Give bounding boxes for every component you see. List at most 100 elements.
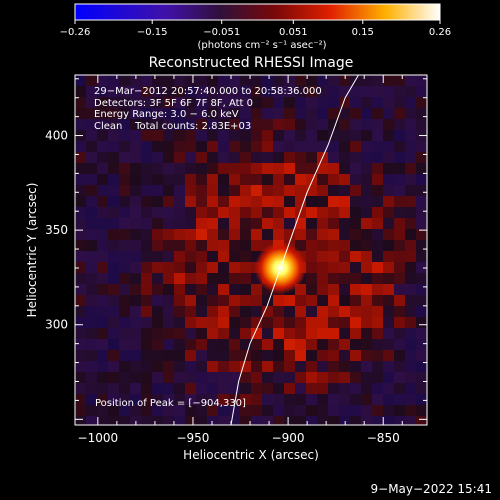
heatmap-cell xyxy=(251,196,262,207)
heatmap-cell xyxy=(383,328,394,339)
heatmap-cell xyxy=(416,229,427,240)
heatmap-cell xyxy=(163,86,174,97)
heatmap-cell xyxy=(350,405,361,416)
heatmap-cell xyxy=(229,317,240,328)
heatmap-cell xyxy=(328,361,339,372)
heatmap-cell xyxy=(251,317,262,328)
heatmap-cell xyxy=(306,295,317,306)
heatmap-cell xyxy=(174,152,185,163)
heatmap-cell xyxy=(339,218,350,229)
heatmap-cell xyxy=(339,207,350,218)
heatmap-cell xyxy=(273,97,284,108)
heatmap-cell xyxy=(361,174,372,185)
heatmap-cell xyxy=(251,97,262,108)
heatmap-cell xyxy=(229,240,240,251)
heatmap-cell xyxy=(416,108,427,119)
colorbar-tick-label: −0.051 xyxy=(203,27,240,38)
heatmap-cell xyxy=(108,152,119,163)
heatmap-cell xyxy=(306,75,317,86)
heatmap-cell xyxy=(273,108,284,119)
heatmap-cell xyxy=(416,317,427,328)
heatmap-cell xyxy=(251,152,262,163)
heatmap-cell xyxy=(75,174,86,185)
heatmap-cell xyxy=(339,240,350,251)
heatmap-cell xyxy=(405,383,416,394)
heatmap-cell xyxy=(317,218,328,229)
heatmap-cell xyxy=(75,328,86,339)
heatmap-cell xyxy=(240,295,251,306)
heatmap-cell xyxy=(339,119,350,130)
heatmap-cell xyxy=(218,317,229,328)
heatmap-cell xyxy=(141,97,152,108)
heatmap-cell xyxy=(350,141,361,152)
heatmap-cell xyxy=(130,163,141,174)
heatmap-cell xyxy=(328,152,339,163)
annotation-block: 29−Mar−2012 20:57:40.000 to 20:58:36.000… xyxy=(94,86,322,132)
heatmap-cell xyxy=(339,141,350,152)
colorbar xyxy=(74,3,441,21)
heatmap-cell xyxy=(383,273,394,284)
heatmap-cell xyxy=(405,130,416,141)
heatmap-cell xyxy=(152,328,163,339)
heatmap-cell xyxy=(75,339,86,350)
heatmap-cell xyxy=(218,196,229,207)
heatmap-cell xyxy=(108,185,119,196)
heatmap-cell xyxy=(240,273,251,284)
heatmap-cell xyxy=(350,240,361,251)
heatmap-cell xyxy=(141,339,152,350)
heatmap-cell xyxy=(394,405,405,416)
heatmap-cell xyxy=(97,75,108,86)
heatmap-cell xyxy=(75,86,86,97)
heatmap-cell xyxy=(240,372,251,383)
heatmap-cell xyxy=(317,75,328,86)
colorbar-tick-label: 0.26 xyxy=(429,27,451,38)
heatmap-cell xyxy=(108,273,119,284)
heatmap-cell xyxy=(361,339,372,350)
colorbar-tick-label: 0.051 xyxy=(279,27,308,38)
heatmap-cell xyxy=(97,141,108,152)
heatmap-cell xyxy=(229,350,240,361)
heatmap-cell xyxy=(152,218,163,229)
heatmap-cell xyxy=(196,262,207,273)
heatmap-cell xyxy=(152,317,163,328)
heatmap-cell xyxy=(273,141,284,152)
heatmap-cell xyxy=(306,163,317,174)
heatmap-cell xyxy=(240,75,251,86)
heatmap-cell xyxy=(394,218,405,229)
heatmap-cell xyxy=(141,383,152,394)
heatmap-cell xyxy=(273,185,284,196)
heatmap-cell xyxy=(339,416,350,425)
heatmap-cell xyxy=(295,339,306,350)
heatmap-cell xyxy=(416,251,427,262)
heatmap-cell xyxy=(196,328,207,339)
heatmap-cell xyxy=(97,196,108,207)
heatmap-cell xyxy=(251,306,262,317)
heatmap-cell xyxy=(328,130,339,141)
heatmap-cell xyxy=(306,328,317,339)
heatmap-cell xyxy=(119,339,130,350)
heatmap-cell xyxy=(152,207,163,218)
heatmap-cell xyxy=(86,350,97,361)
heatmap-cell xyxy=(372,416,383,425)
heatmap-cell xyxy=(383,405,394,416)
heatmap-cell xyxy=(86,328,97,339)
heatmap-cell xyxy=(119,295,130,306)
heatmap-cell xyxy=(229,196,240,207)
heatmap-cell xyxy=(152,284,163,295)
heatmap-cell xyxy=(108,174,119,185)
heatmap-cell xyxy=(262,163,273,174)
heatmap-cell xyxy=(317,416,328,425)
heatmap-cell xyxy=(185,75,196,86)
heatmap-cell xyxy=(350,416,361,425)
heatmap-cell xyxy=(405,361,416,372)
heatmap-cell xyxy=(174,251,185,262)
heatmap-cell xyxy=(207,350,218,361)
heatmap-cell xyxy=(207,196,218,207)
heatmap-cell xyxy=(229,405,240,416)
heatmap-cell xyxy=(152,174,163,185)
heatmap-cell xyxy=(339,130,350,141)
heatmap-cell xyxy=(306,207,317,218)
heatmap-cell xyxy=(207,394,218,405)
heatmap-cell xyxy=(130,108,141,119)
heatmap-cell xyxy=(284,383,295,394)
